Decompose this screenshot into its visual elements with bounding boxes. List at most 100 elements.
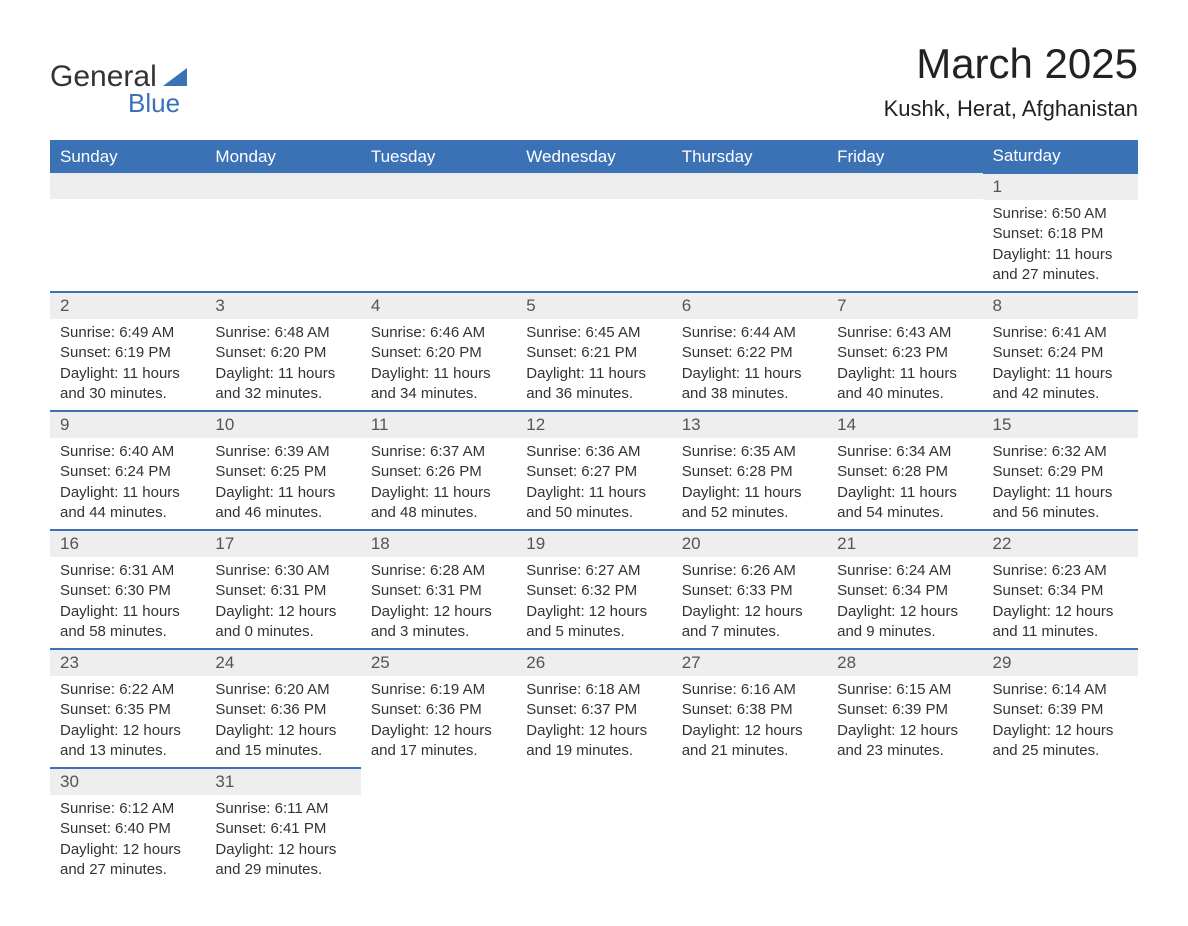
- daylight-line: Daylight: 11 hours and 40 minutes.: [837, 364, 972, 405]
- sunrise-line: Sunrise: 6:24 AM: [837, 561, 972, 581]
- day-body: Sunrise: 6:26 AMSunset: 6:33 PMDaylight:…: [672, 557, 827, 648]
- sunrise-line: Sunrise: 6:28 AM: [371, 561, 506, 581]
- day-body: [361, 199, 516, 209]
- sunrise-line: Sunrise: 6:37 AM: [371, 442, 506, 462]
- day-body: [672, 794, 827, 804]
- daylight-line: Daylight: 12 hours and 9 minutes.: [837, 602, 972, 643]
- day-number: [361, 768, 516, 794]
- day-body: Sunrise: 6:37 AMSunset: 6:26 PMDaylight:…: [361, 438, 516, 529]
- calendar-cell: 26Sunrise: 6:18 AMSunset: 6:37 PMDayligh…: [516, 649, 671, 768]
- day-number: 19: [516, 531, 671, 557]
- weekday-header: Friday: [827, 140, 982, 173]
- sunrise-line: Sunrise: 6:48 AM: [215, 323, 350, 343]
- calendar-cell: 31Sunrise: 6:11 AMSunset: 6:41 PMDayligh…: [205, 768, 360, 886]
- calendar-cell: 15Sunrise: 6:32 AMSunset: 6:29 PMDayligh…: [983, 411, 1138, 530]
- day-body: Sunrise: 6:48 AMSunset: 6:20 PMDaylight:…: [205, 319, 360, 410]
- day-number: [205, 173, 360, 199]
- calendar-cell: 29Sunrise: 6:14 AMSunset: 6:39 PMDayligh…: [983, 649, 1138, 768]
- sunrise-line: Sunrise: 6:50 AM: [993, 204, 1128, 224]
- day-number: 25: [361, 650, 516, 676]
- day-number: [50, 173, 205, 199]
- day-body: Sunrise: 6:14 AMSunset: 6:39 PMDaylight:…: [983, 676, 1138, 767]
- sunset-line: Sunset: 6:40 PM: [60, 819, 195, 839]
- day-number: 5: [516, 293, 671, 319]
- day-body: Sunrise: 6:18 AMSunset: 6:37 PMDaylight:…: [516, 676, 671, 767]
- daylight-line: Daylight: 11 hours and 54 minutes.: [837, 483, 972, 524]
- calendar-cell: 4Sunrise: 6:46 AMSunset: 6:20 PMDaylight…: [361, 292, 516, 411]
- sunrise-line: Sunrise: 6:46 AM: [371, 323, 506, 343]
- sunset-line: Sunset: 6:35 PM: [60, 700, 195, 720]
- calendar-cell: [50, 173, 205, 292]
- day-body: [50, 199, 205, 209]
- day-number: 18: [361, 531, 516, 557]
- day-body: Sunrise: 6:22 AMSunset: 6:35 PMDaylight:…: [50, 676, 205, 767]
- sunrise-line: Sunrise: 6:30 AM: [215, 561, 350, 581]
- header: General Blue March 2025 Kushk, Herat, Af…: [50, 40, 1138, 122]
- day-body: Sunrise: 6:46 AMSunset: 6:20 PMDaylight:…: [361, 319, 516, 410]
- sunset-line: Sunset: 6:36 PM: [215, 700, 350, 720]
- day-body: Sunrise: 6:12 AMSunset: 6:40 PMDaylight:…: [50, 795, 205, 886]
- sunset-line: Sunset: 6:24 PM: [60, 462, 195, 482]
- daylight-line: Daylight: 12 hours and 0 minutes.: [215, 602, 350, 643]
- sunset-line: Sunset: 6:39 PM: [993, 700, 1128, 720]
- calendar-cell: 9Sunrise: 6:40 AMSunset: 6:24 PMDaylight…: [50, 411, 205, 530]
- day-body: [827, 794, 982, 804]
- day-number: 28: [827, 650, 982, 676]
- sunset-line: Sunset: 6:25 PM: [215, 462, 350, 482]
- daylight-line: Daylight: 12 hours and 29 minutes.: [215, 840, 350, 881]
- calendar-week: 23Sunrise: 6:22 AMSunset: 6:35 PMDayligh…: [50, 649, 1138, 768]
- calendar-cell: 18 Sunrise: 6:28 AMSunset: 6:31 PMDayligh…: [361, 530, 516, 649]
- day-number: 24: [205, 650, 360, 676]
- day-number: [672, 768, 827, 794]
- day-body: Sunrise: 6:40 AMSunset: 6:24 PMDaylight:…: [50, 438, 205, 529]
- calendar-cell: 8Sunrise: 6:41 AMSunset: 6:24 PMDaylight…: [983, 292, 1138, 411]
- sunrise-line: Sunrise: 6:18 AM: [526, 680, 661, 700]
- day-body: [983, 794, 1138, 804]
- calendar-cell: 25Sunrise: 6:19 AMSunset: 6:36 PMDayligh…: [361, 649, 516, 768]
- calendar-table: SundayMondayTuesdayWednesdayThursdayFrid…: [50, 140, 1138, 886]
- calendar-week: 2Sunrise: 6:49 AMSunset: 6:19 PMDaylight…: [50, 292, 1138, 411]
- day-body: Sunrise: 6:20 AMSunset: 6:36 PMDaylight:…: [205, 676, 360, 767]
- weekday-header: Tuesday: [361, 140, 516, 173]
- sunrise-line: Sunrise: 6:27 AM: [526, 561, 661, 581]
- daylight-line: Daylight: 12 hours and 19 minutes.: [526, 721, 661, 762]
- day-number: [516, 768, 671, 794]
- day-body: Sunrise: 6:15 AMSunset: 6:39 PMDaylight:…: [827, 676, 982, 767]
- daylight-line: Daylight: 11 hours and 50 minutes.: [526, 483, 661, 524]
- daylight-line: Daylight: 12 hours and 25 minutes.: [993, 721, 1128, 762]
- sunset-line: Sunset: 6:36 PM: [371, 700, 506, 720]
- day-body: Sunrise: 6:19 AMSunset: 6:36 PMDaylight:…: [361, 676, 516, 767]
- sunset-line: Sunset: 6:31 PM: [371, 581, 506, 601]
- daylight-line: Daylight: 12 hours and 3 minutes.: [371, 602, 506, 643]
- sunset-line: Sunset: 6:34 PM: [993, 581, 1128, 601]
- daylight-line: Daylight: 12 hours and 13 minutes.: [60, 721, 195, 762]
- calendar-cell: 1Sunrise: 6:50 AMSunset: 6:18 PMDaylight…: [983, 173, 1138, 292]
- day-number: 17: [205, 531, 360, 557]
- day-number: [516, 173, 671, 199]
- day-number: [361, 173, 516, 199]
- location: Kushk, Herat, Afghanistan: [884, 96, 1138, 122]
- day-number: 12: [516, 412, 671, 438]
- day-body: Sunrise: 6:36 AMSunset: 6:27 PMDaylight:…: [516, 438, 671, 529]
- calendar-cell: [205, 173, 360, 292]
- day-body: Sunrise: 6:23 AMSunset: 6:34 PMDaylight:…: [983, 557, 1138, 648]
- day-body: [516, 794, 671, 804]
- day-number: 1: [983, 174, 1138, 200]
- day-number: 8: [983, 293, 1138, 319]
- daylight-line: Daylight: 11 hours and 32 minutes.: [215, 364, 350, 405]
- calendar-cell: [827, 768, 982, 886]
- day-body: Sunrise: 6:27 AMSunset: 6:32 PMDaylight:…: [516, 557, 671, 648]
- sunrise-line: Sunrise: 6:45 AM: [526, 323, 661, 343]
- calendar-cell: [827, 173, 982, 292]
- calendar-cell: 19Sunrise: 6:27 AMSunset: 6:32 PMDayligh…: [516, 530, 671, 649]
- sunset-line: Sunset: 6:21 PM: [526, 343, 661, 363]
- daylight-line: Daylight: 11 hours and 42 minutes.: [993, 364, 1128, 405]
- calendar-cell: 10Sunrise: 6:39 AMSunset: 6:25 PMDayligh…: [205, 411, 360, 530]
- calendar-cell: 24Sunrise: 6:20 AMSunset: 6:36 PMDayligh…: [205, 649, 360, 768]
- daylight-line: Daylight: 11 hours and 27 minutes.: [993, 245, 1128, 286]
- daylight-line: Daylight: 11 hours and 48 minutes.: [371, 483, 506, 524]
- day-number: 26: [516, 650, 671, 676]
- day-number: 31: [205, 769, 360, 795]
- day-number: 3: [205, 293, 360, 319]
- sunrise-line: Sunrise: 6:41 AM: [993, 323, 1128, 343]
